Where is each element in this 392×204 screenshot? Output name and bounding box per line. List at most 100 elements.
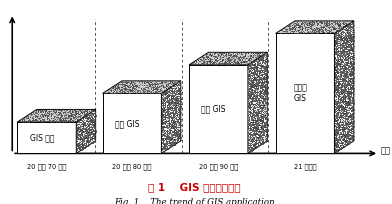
Point (257, 90, 263, 94)
Point (89, 111, 95, 114)
Point (172, 117, 178, 120)
Point (45, 114, 52, 117)
Point (177, 106, 183, 110)
Point (259, 116, 265, 119)
Point (260, 109, 266, 112)
Point (258, 76, 265, 79)
Point (338, 86, 344, 89)
Point (248, 56, 254, 60)
Point (159, 150, 165, 154)
Point (192, 59, 199, 62)
Point (350, 79, 356, 82)
Point (166, 123, 172, 126)
Point (332, 102, 338, 106)
Point (209, 52, 216, 56)
Point (30, 116, 36, 120)
Point (260, 82, 266, 85)
Point (340, 41, 347, 44)
Point (162, 142, 168, 145)
Point (156, 84, 162, 88)
Point (247, 99, 254, 102)
Point (174, 132, 180, 135)
Point (347, 29, 354, 32)
Point (255, 127, 261, 130)
Point (163, 132, 170, 135)
Point (348, 137, 354, 141)
Point (337, 58, 343, 61)
Point (247, 110, 253, 113)
Point (159, 147, 165, 150)
Point (347, 46, 354, 49)
Point (150, 87, 156, 90)
Point (175, 83, 181, 86)
Point (165, 101, 171, 104)
Point (260, 105, 266, 108)
Point (252, 130, 258, 133)
Point (323, 28, 330, 31)
Point (249, 96, 256, 99)
Point (337, 119, 343, 122)
Point (318, 21, 324, 24)
Point (174, 89, 181, 92)
Point (345, 43, 351, 46)
Point (141, 80, 147, 83)
Point (251, 76, 258, 79)
Point (336, 53, 342, 57)
Point (169, 116, 175, 119)
Point (259, 65, 265, 68)
Point (280, 30, 286, 33)
Point (332, 120, 339, 123)
Point (339, 37, 345, 40)
Point (346, 136, 352, 139)
Point (167, 107, 174, 111)
Point (319, 30, 325, 34)
Point (333, 145, 339, 149)
Point (255, 91, 261, 94)
Point (200, 60, 206, 63)
Point (336, 110, 342, 113)
Point (248, 66, 254, 69)
Point (76, 121, 82, 124)
Point (252, 66, 258, 70)
Point (350, 92, 356, 95)
Point (145, 79, 152, 83)
Point (162, 146, 169, 150)
Point (291, 24, 297, 27)
Point (88, 128, 94, 131)
Point (250, 67, 256, 70)
Point (110, 90, 116, 93)
Point (335, 53, 341, 56)
Point (334, 113, 340, 116)
Point (249, 129, 255, 132)
Point (170, 95, 176, 99)
Point (278, 29, 285, 32)
Point (338, 123, 345, 127)
Point (163, 106, 170, 109)
Point (75, 142, 81, 146)
Point (337, 45, 343, 49)
Point (258, 90, 265, 93)
Point (107, 88, 113, 92)
Point (211, 60, 218, 63)
Point (253, 87, 260, 90)
Point (170, 131, 176, 134)
Point (335, 99, 341, 102)
Point (251, 58, 258, 61)
Point (337, 33, 343, 36)
Point (320, 26, 327, 29)
Point (336, 79, 342, 83)
Point (52, 119, 58, 123)
Point (225, 56, 232, 59)
Point (78, 132, 84, 135)
Point (346, 105, 352, 109)
Point (349, 134, 356, 138)
Point (177, 80, 183, 83)
Point (174, 120, 181, 123)
Point (177, 123, 183, 126)
Point (347, 123, 353, 126)
Point (250, 96, 256, 100)
Point (339, 43, 346, 46)
Point (338, 35, 344, 39)
Point (331, 133, 338, 136)
Point (89, 131, 95, 134)
